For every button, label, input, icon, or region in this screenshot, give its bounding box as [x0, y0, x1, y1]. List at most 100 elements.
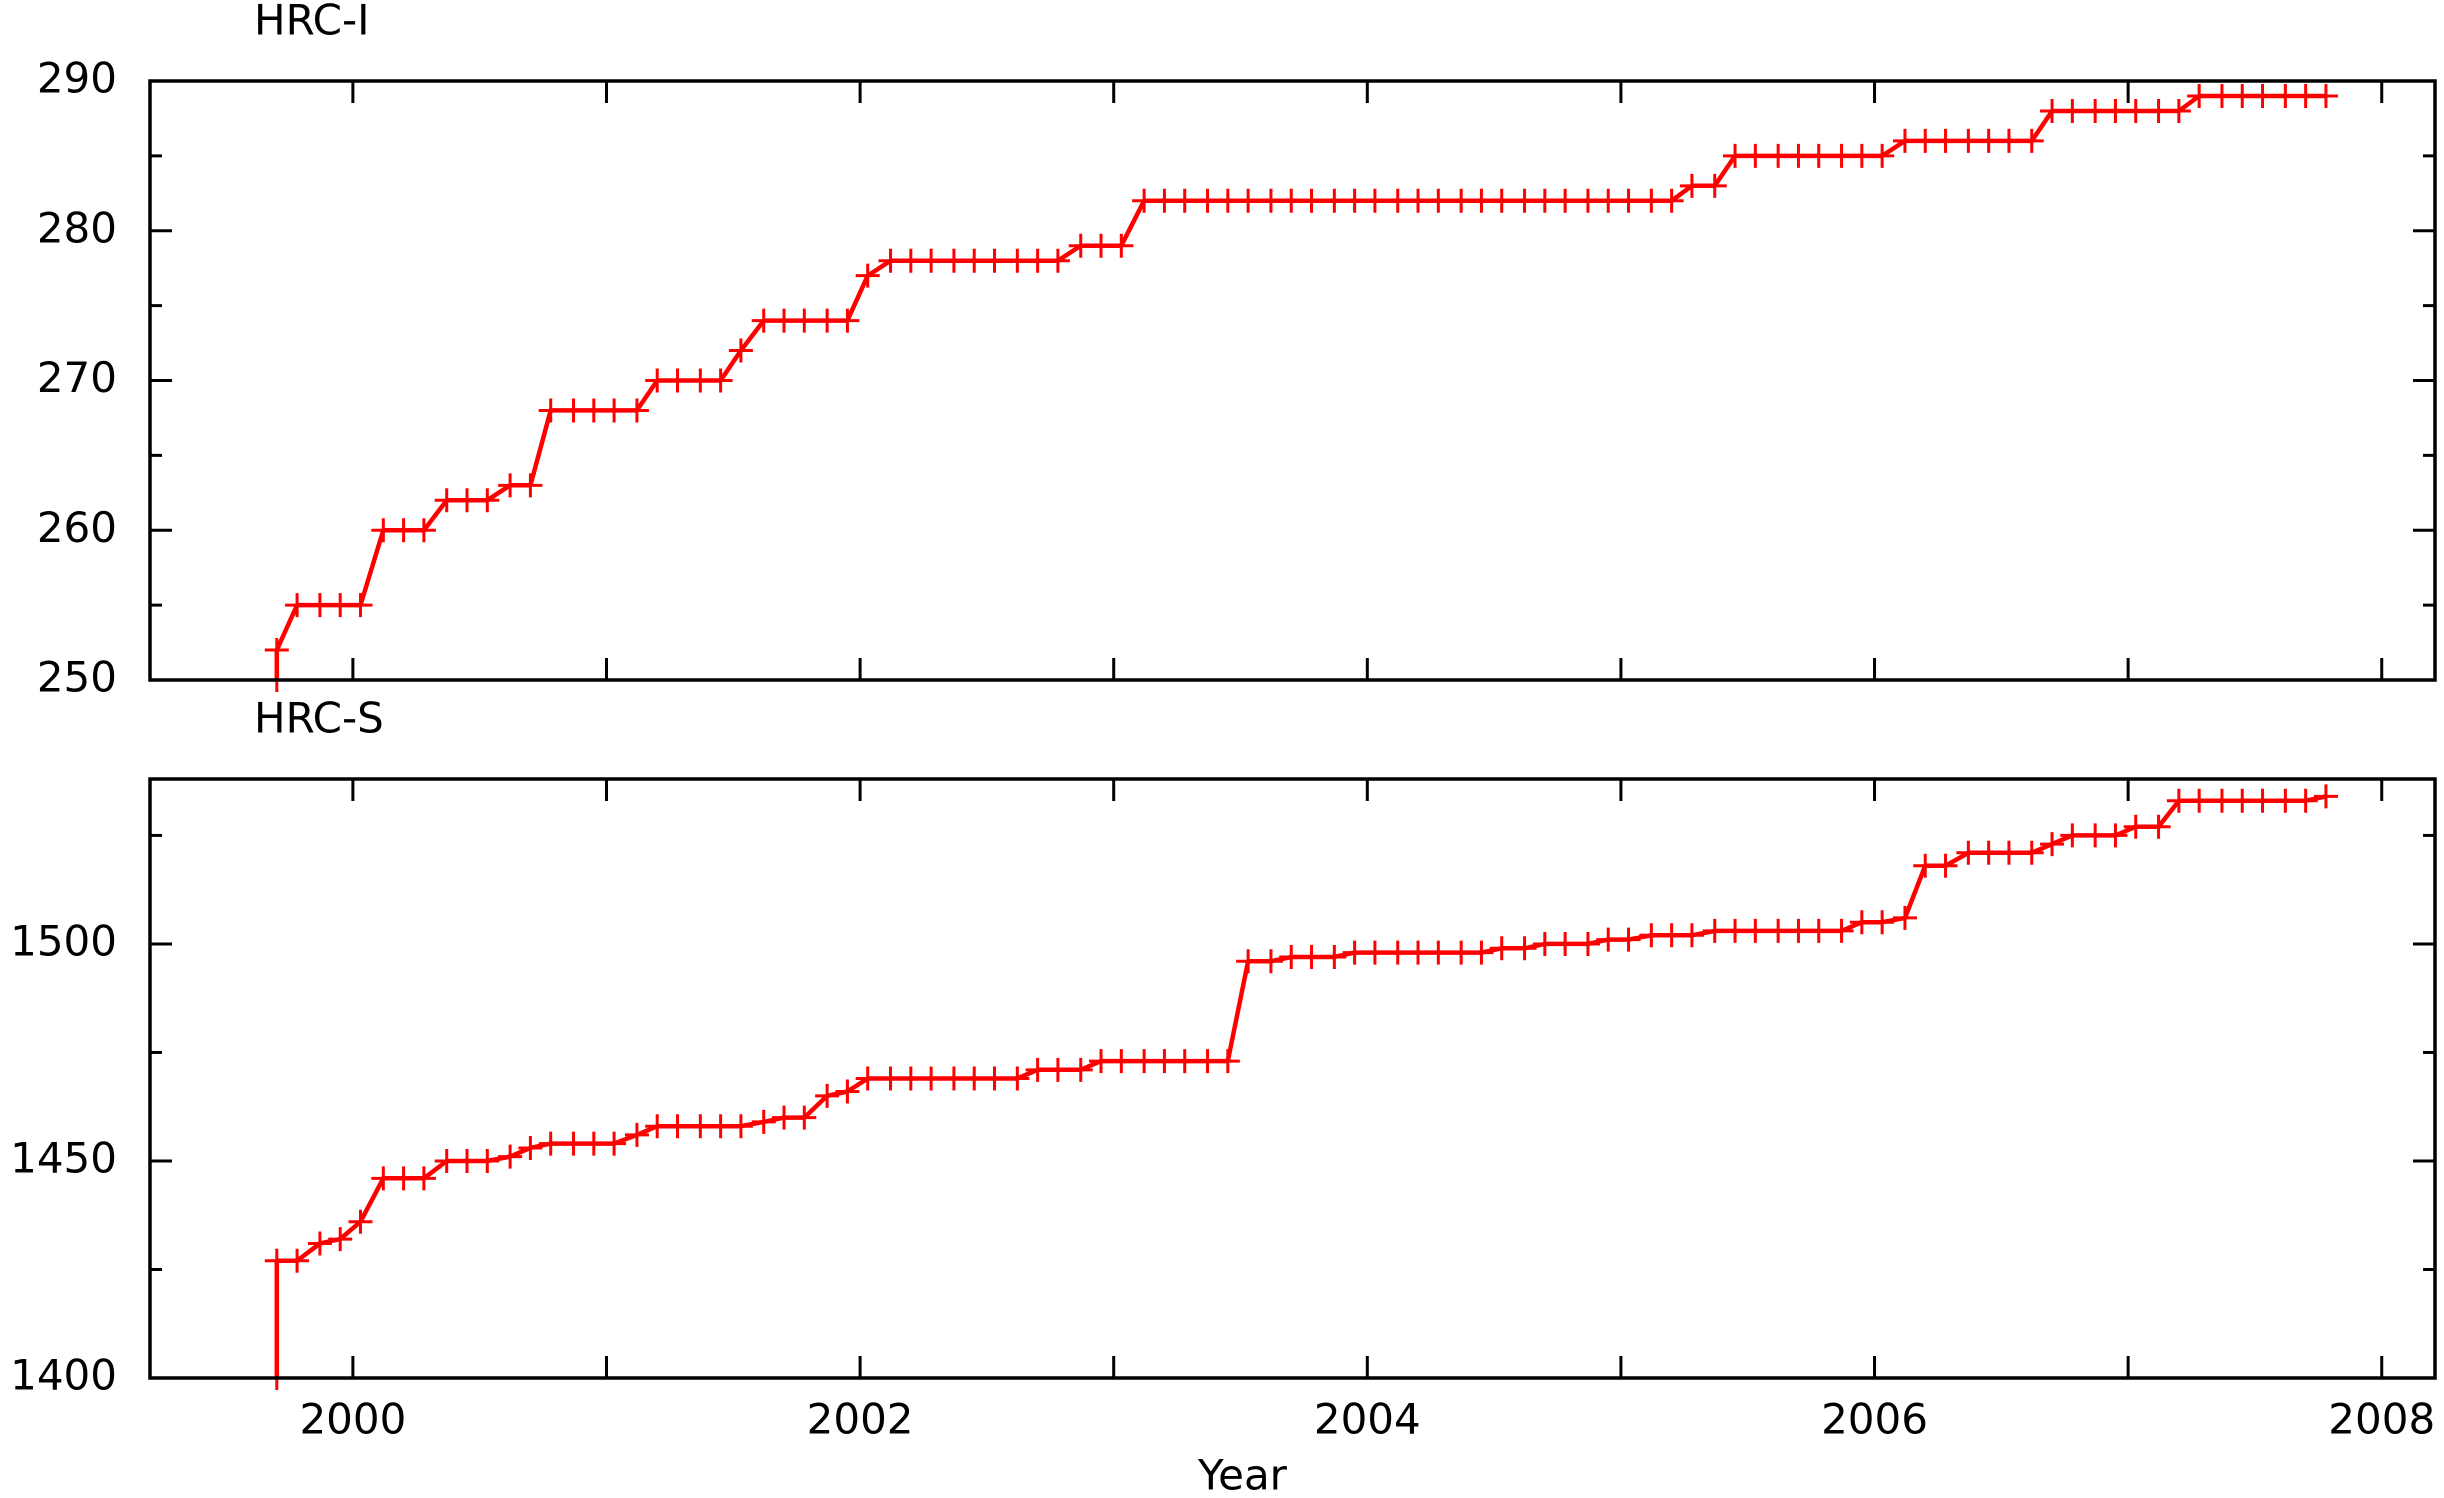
marker: [2060, 98, 2085, 123]
marker: [878, 1066, 903, 1091]
y-tick-label: 260: [37, 503, 117, 552]
marker: [411, 518, 436, 543]
marker: [1849, 143, 1874, 168]
marker: [1195, 1049, 1220, 1074]
plot-frame: [148, 79, 2437, 682]
marker: [1512, 188, 1537, 213]
y-tick-label: 1400: [10, 1351, 117, 1400]
marker: [1025, 248, 1050, 273]
marker: [498, 473, 523, 498]
marker: [1005, 1066, 1030, 1091]
marker: [1279, 188, 1304, 213]
marker: [751, 1109, 776, 1134]
marker: [1616, 188, 1641, 213]
marker: [285, 593, 310, 618]
marker: [1172, 188, 1197, 213]
marker: [475, 488, 500, 513]
x-axis-label: Year: [1197, 1451, 1288, 1498]
marker: [1489, 188, 1514, 213]
marker: [1892, 128, 1917, 153]
marker: [941, 1066, 966, 1091]
marker: [2230, 788, 2255, 813]
marker: [982, 1066, 1007, 1091]
marker: [1553, 931, 1578, 956]
marker: [2019, 840, 2044, 865]
marker: [665, 1114, 690, 1139]
marker: [1512, 936, 1537, 961]
marker: [1426, 940, 1451, 965]
plot-frame: [148, 777, 2437, 1380]
marker: [2103, 98, 2128, 123]
marker: [898, 1066, 923, 1091]
y-tick-label: 290: [37, 54, 117, 103]
marker: [2293, 788, 2318, 813]
marker: [1045, 1057, 1070, 1082]
marker: [2187, 83, 2212, 108]
x-tick-label: 2008: [2328, 1395, 2435, 1444]
data-line: [274, 794, 2327, 1378]
marker: [2293, 83, 2318, 108]
y-tick-label: 280: [37, 203, 117, 252]
marker: [1109, 1049, 1134, 1074]
y-tick-label: 1500: [10, 916, 117, 965]
marker: [2146, 98, 2171, 123]
marker: [1322, 944, 1347, 969]
marker: [1132, 188, 1157, 213]
marker: [815, 308, 840, 333]
marker: [602, 398, 627, 423]
x-tick-label: 2006: [1821, 1395, 1928, 1444]
marker: [2083, 98, 2108, 123]
marker: [1659, 188, 1684, 213]
marker: [1109, 233, 1134, 258]
marker: [1406, 940, 1431, 965]
marker: [434, 488, 459, 513]
marker: [919, 248, 944, 273]
marker: [1553, 188, 1578, 213]
x-tick-label: 2002: [807, 1395, 914, 1444]
marker: [1322, 188, 1347, 213]
marker: [1996, 128, 2021, 153]
marker: [1956, 840, 1981, 865]
marker: [624, 1122, 649, 1147]
marker: [1152, 188, 1177, 213]
chart-title: HRC-I: [254, 0, 370, 45]
marker: [1449, 940, 1474, 965]
marker: [1702, 173, 1727, 198]
marker: [1849, 910, 1874, 935]
marker: [391, 518, 416, 543]
marker: [1596, 927, 1621, 952]
marker: [475, 1148, 500, 1173]
marker: [1299, 188, 1324, 213]
marker: [1933, 853, 1958, 878]
marker: [1279, 944, 1304, 969]
marker: [835, 308, 860, 333]
marker: [1426, 188, 1451, 213]
marker: [1806, 143, 1831, 168]
marker: [371, 1166, 396, 1191]
marker: [1913, 853, 1938, 878]
marker: [1679, 173, 1704, 198]
marker: [285, 1248, 310, 1273]
marker: [1089, 1049, 1114, 1074]
marker: [264, 638, 289, 663]
marker: [2166, 788, 2191, 813]
marker: [1639, 188, 1664, 213]
marker: [307, 1231, 332, 1256]
x-tick-label: 2000: [299, 1395, 406, 1444]
marker: [1299, 944, 1324, 969]
marker: [2123, 98, 2148, 123]
marker: [1870, 143, 1895, 168]
y-tick-label: 270: [37, 353, 117, 402]
marker: [1702, 918, 1727, 943]
marker: [2250, 83, 2275, 108]
marker: [1829, 143, 1854, 168]
marker: [1258, 188, 1283, 213]
marker: [581, 398, 606, 423]
y-tick-label: 1450: [10, 1133, 117, 1182]
marker: [538, 398, 563, 423]
marker: [2146, 814, 2171, 839]
marker: [1575, 188, 1600, 213]
marker: [391, 1166, 416, 1191]
marker: [1215, 1049, 1240, 1074]
